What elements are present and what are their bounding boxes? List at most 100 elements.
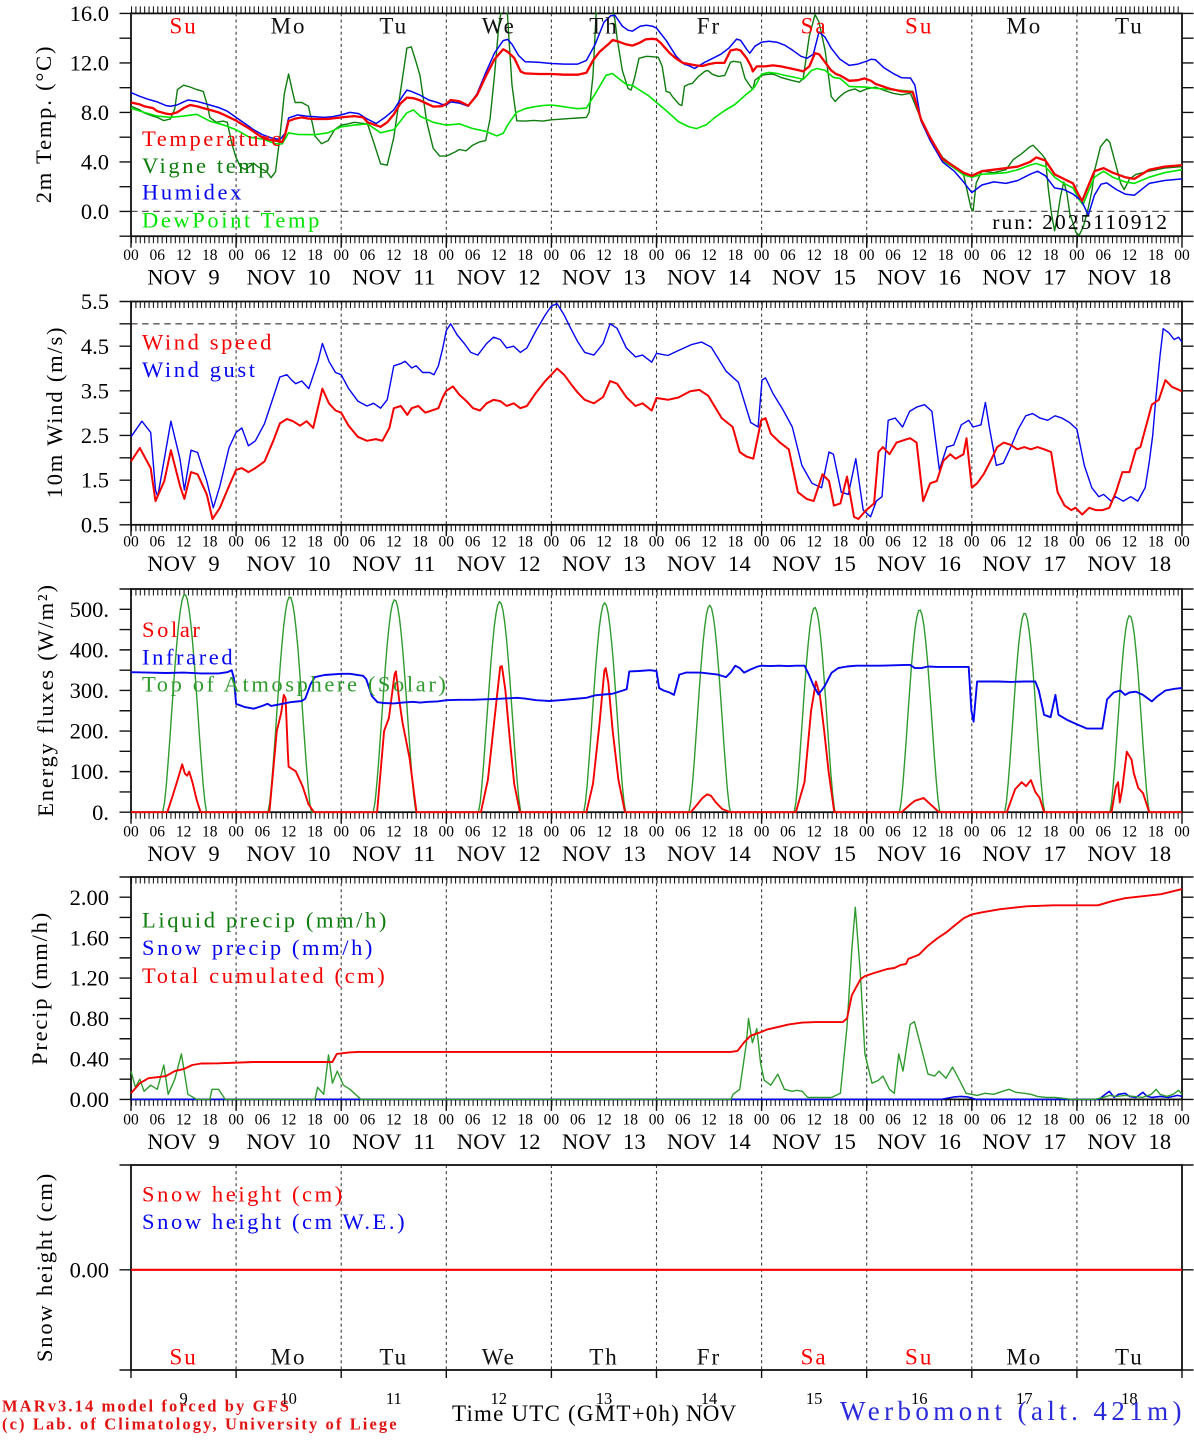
svg-text:12.0: 12.0 [70,51,109,76]
svg-text:Mo: Mo [1006,1345,1042,1370]
svg-text:NOV 14: NOV 14 [667,551,751,576]
svg-text:00: 00 [228,824,244,841]
svg-text:12: 12 [1017,824,1033,841]
svg-text:0.: 0. [92,800,109,825]
svg-text:Su: Su [905,14,933,39]
svg-text:18: 18 [622,824,638,841]
svg-text:00: 00 [439,824,455,841]
svg-text:2.00: 2.00 [70,885,109,910]
svg-text:Sa: Sa [801,1345,828,1370]
svg-text:Wind speed: Wind speed [142,330,274,355]
svg-text:00: 00 [333,534,349,551]
svg-text:00: 00 [964,534,980,551]
svg-text:1.5: 1.5 [81,468,109,493]
svg-text:18: 18 [728,247,744,264]
svg-text:400.: 400. [70,638,109,663]
svg-text:12: 12 [386,534,402,551]
svg-text:12: 12 [911,1112,927,1129]
svg-text:18: 18 [622,1112,638,1129]
svg-text:200.: 200. [70,719,109,744]
svg-text:Infrared: Infrared [142,644,235,669]
svg-text:18: 18 [938,247,954,264]
svg-text:12: 12 [281,824,297,841]
svg-text:NOV 11: NOV 11 [352,551,435,576]
svg-text:00: 00 [649,247,665,264]
svg-text:18: 18 [307,247,323,264]
svg-text:00: 00 [123,534,139,551]
svg-text:06: 06 [360,1112,376,1129]
svg-text:06: 06 [255,534,271,551]
svg-text:06: 06 [570,247,586,264]
svg-text:NOV 12: NOV 12 [457,265,541,290]
svg-text:NOV 15: NOV 15 [772,841,856,866]
svg-text:Liquid precip (mm/h): Liquid precip (mm/h) [142,908,389,933]
svg-text:18: 18 [517,1112,533,1129]
svg-text:12: 12 [281,534,297,551]
svg-text:00: 00 [754,824,770,841]
svg-text:18: 18 [1148,247,1164,264]
svg-text:00: 00 [754,247,770,264]
svg-text:06: 06 [150,1112,166,1129]
svg-text:Th: Th [589,14,619,39]
svg-text:13: 13 [596,1389,613,1408]
svg-text:NOV 16: NOV 16 [877,1129,961,1154]
svg-text:18: 18 [307,534,323,551]
svg-text:NOV 12: NOV 12 [457,841,541,866]
svg-text:06: 06 [780,534,796,551]
svg-text:18: 18 [307,1112,323,1129]
svg-text:18: 18 [412,534,428,551]
svg-text:NOV 15: NOV 15 [772,1129,856,1154]
svg-text:12: 12 [386,247,402,264]
svg-text:NOV 17: NOV 17 [982,265,1066,290]
svg-text:Tu: Tu [1115,1345,1144,1370]
svg-text:12: 12 [596,534,612,551]
svg-text:12: 12 [1017,247,1033,264]
svg-text:12: 12 [596,1112,612,1129]
svg-text:run: 2025110912: run: 2025110912 [992,210,1169,234]
svg-text:06: 06 [150,824,166,841]
svg-text:NOV 15: NOV 15 [772,551,856,576]
svg-text:00: 00 [439,247,455,264]
svg-text:12: 12 [491,247,507,264]
svg-text:18: 18 [1043,247,1059,264]
svg-text:NOV 18: NOV 18 [1087,265,1171,290]
svg-text:00: 00 [544,1112,560,1129]
svg-text:We: We [482,1345,516,1370]
svg-text:00: 00 [228,534,244,551]
svg-text:18: 18 [938,1112,954,1129]
svg-text:18: 18 [938,824,954,841]
svg-text:12: 12 [491,534,507,551]
svg-text:NOV 9: NOV 9 [147,1129,219,1154]
svg-text:00: 00 [859,534,875,551]
svg-text:06: 06 [360,534,376,551]
svg-text:00: 00 [333,824,349,841]
svg-text:18: 18 [1043,1112,1059,1129]
svg-text:NOV 16: NOV 16 [877,551,961,576]
svg-text:NOV: NOV [686,1401,737,1426]
svg-text:00: 00 [228,247,244,264]
svg-text:00: 00 [439,1112,455,1129]
svg-text:0.00: 0.00 [70,1087,109,1112]
svg-text:00: 00 [123,247,139,264]
svg-text:12: 12 [701,534,717,551]
svg-text:NOV 11: NOV 11 [352,265,435,290]
svg-text:12: 12 [281,1112,297,1129]
svg-text:12: 12 [386,1112,402,1129]
svg-text:00: 00 [439,534,455,551]
svg-text:12: 12 [911,247,927,264]
svg-text:12: 12 [911,534,927,551]
svg-text:Precip (mm/h): Precip (mm/h) [27,911,52,1065]
svg-text:NOV 13: NOV 13 [562,841,646,866]
svg-text:Snow height (cm): Snow height (cm) [142,1181,345,1206]
svg-text:12: 12 [1122,824,1138,841]
svg-text:06: 06 [255,824,271,841]
svg-text:0.5: 0.5 [81,512,109,537]
svg-text:NOV 12: NOV 12 [457,551,541,576]
svg-text:06: 06 [465,247,481,264]
svg-text:12: 12 [701,1112,717,1129]
svg-text:00: 00 [1069,534,1085,551]
svg-text:18: 18 [622,247,638,264]
svg-text:4.5: 4.5 [81,334,109,359]
svg-text:8.0: 8.0 [81,100,109,125]
svg-text:06: 06 [360,247,376,264]
